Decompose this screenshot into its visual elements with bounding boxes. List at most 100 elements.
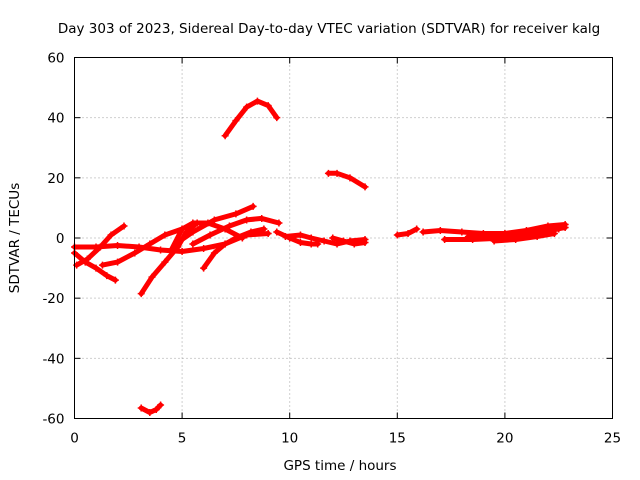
data-point: [533, 232, 541, 240]
data-point: [221, 240, 229, 248]
series-line: [491, 231, 557, 244]
data-point: [176, 237, 184, 245]
data-point: [114, 258, 122, 266]
data-point: [346, 174, 354, 182]
data-series-arc-16: [393, 225, 421, 239]
data-point: [148, 273, 156, 281]
x-tick-label: 15: [389, 431, 406, 447]
series-line: [138, 220, 200, 297]
data-point: [146, 240, 154, 248]
data-point: [157, 401, 165, 409]
data-point: [307, 234, 315, 242]
data-point: [561, 223, 569, 231]
y-tick-label: 60: [47, 51, 64, 67]
data-series-arc-19: [464, 225, 563, 240]
data-point: [333, 169, 341, 177]
data-point: [189, 240, 197, 248]
data-point: [258, 214, 266, 222]
data-point: [225, 222, 233, 230]
chart-title: Day 303 of 2023, Sidereal Day-to-day VTE…: [58, 21, 600, 37]
data-point: [404, 229, 412, 237]
data-point: [458, 228, 466, 236]
data-point: [260, 225, 268, 233]
data-series-arc-02: [324, 169, 369, 191]
data-point: [189, 228, 197, 236]
data-point: [92, 243, 100, 251]
series-line: [138, 402, 164, 415]
data-series-arc-15: [329, 234, 369, 248]
data-point: [329, 234, 337, 242]
data-point: [247, 228, 255, 236]
data-point: [296, 239, 304, 247]
data-point: [249, 202, 257, 210]
y-tick-label: 0: [56, 231, 65, 247]
data-point: [120, 222, 128, 230]
data-point: [210, 249, 218, 257]
data-point: [512, 229, 520, 237]
data-point: [114, 242, 122, 250]
data-point: [490, 231, 498, 239]
data-point: [178, 225, 186, 233]
x-tick-label: 25: [604, 431, 621, 447]
y-tick-label: -20: [42, 291, 64, 307]
series-line: [222, 98, 280, 139]
y-tick-label: -60: [42, 412, 64, 428]
data-point: [361, 183, 369, 191]
data-series: [71, 97, 569, 416]
data-point: [206, 231, 214, 239]
data-point: [419, 228, 427, 236]
y-tick-label: -40: [42, 351, 64, 367]
data-series-arc-10: [176, 202, 257, 245]
data-point: [441, 236, 449, 244]
x-tick-label: 0: [70, 431, 79, 447]
data-point: [273, 114, 281, 122]
x-tick-label: 10: [281, 431, 298, 447]
data-point: [361, 239, 369, 247]
data-point: [137, 404, 145, 412]
data-point: [92, 264, 100, 272]
data-point: [307, 240, 315, 248]
data-point: [436, 226, 444, 234]
x-axis-label: GPS time / hours: [283, 458, 396, 474]
data-point: [350, 240, 358, 248]
data-point: [320, 237, 328, 245]
data-point: [178, 248, 186, 256]
data-point: [152, 405, 160, 413]
data-point: [512, 236, 520, 244]
data-point: [107, 231, 115, 239]
data-point: [296, 231, 304, 239]
data-point: [157, 246, 165, 254]
data-point: [281, 232, 289, 240]
data-point: [98, 261, 106, 269]
data-point: [264, 102, 272, 110]
data-point: [243, 103, 251, 111]
data-series-arc-09: [167, 219, 246, 254]
data-point: [83, 255, 91, 263]
data-point: [464, 232, 472, 240]
x-tick-label: 5: [178, 431, 187, 447]
data-point: [161, 258, 169, 266]
data-point: [232, 210, 240, 218]
data-series-arc-01: [221, 97, 281, 140]
data-point: [393, 231, 401, 239]
data-point: [232, 117, 240, 125]
data-point: [103, 272, 111, 280]
data-series-arc-11: [189, 214, 283, 248]
data-point: [221, 132, 229, 140]
y-tick-label: 40: [47, 111, 64, 127]
data-series-arc-12: [200, 225, 268, 272]
y-tick-label: 20: [47, 171, 64, 187]
data-point: [264, 229, 272, 237]
axis-ticks: 0 5 10 15 20 25 -60 -40 -20 0 20 40 60: [42, 51, 621, 447]
data-point: [146, 408, 154, 416]
data-point: [413, 225, 421, 233]
series-line: [330, 235, 368, 247]
series-line: [168, 220, 245, 253]
data-series-arc-20: [490, 229, 558, 245]
data-point: [161, 231, 169, 239]
data-point: [189, 219, 197, 227]
data-point: [200, 245, 208, 253]
data-point: [131, 249, 139, 257]
series-line: [325, 170, 368, 190]
